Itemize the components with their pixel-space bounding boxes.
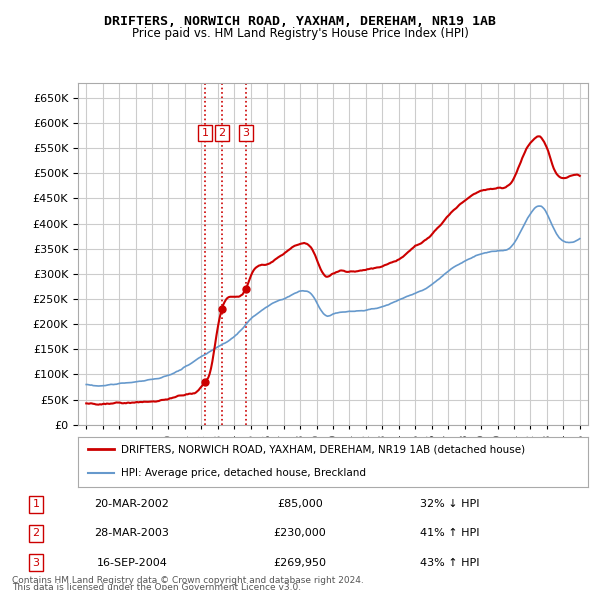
Text: Price paid vs. HM Land Registry's House Price Index (HPI): Price paid vs. HM Land Registry's House … xyxy=(131,27,469,40)
Text: Contains HM Land Registry data © Crown copyright and database right 2024.: Contains HM Land Registry data © Crown c… xyxy=(12,576,364,585)
Text: £230,000: £230,000 xyxy=(274,529,326,539)
Text: 2: 2 xyxy=(32,529,40,539)
Text: HPI: Average price, detached house, Breckland: HPI: Average price, detached house, Brec… xyxy=(121,468,367,478)
Text: 3: 3 xyxy=(32,558,40,568)
Text: 1: 1 xyxy=(32,499,40,509)
Text: DRIFTERS, NORWICH ROAD, YAXHAM, DEREHAM, NR19 1AB: DRIFTERS, NORWICH ROAD, YAXHAM, DEREHAM,… xyxy=(104,15,496,28)
Text: DRIFTERS, NORWICH ROAD, YAXHAM, DEREHAM, NR19 1AB (detached house): DRIFTERS, NORWICH ROAD, YAXHAM, DEREHAM,… xyxy=(121,444,526,454)
Text: 41% ↑ HPI: 41% ↑ HPI xyxy=(420,529,480,539)
Text: This data is licensed under the Open Government Licence v3.0.: This data is licensed under the Open Gov… xyxy=(12,583,301,590)
Text: 3: 3 xyxy=(242,128,250,138)
Text: 20-MAR-2002: 20-MAR-2002 xyxy=(95,499,169,509)
Text: £85,000: £85,000 xyxy=(277,499,323,509)
Text: 43% ↑ HPI: 43% ↑ HPI xyxy=(420,558,480,568)
Text: 28-MAR-2003: 28-MAR-2003 xyxy=(95,529,169,539)
Text: 16-SEP-2004: 16-SEP-2004 xyxy=(97,558,167,568)
Text: £269,950: £269,950 xyxy=(274,558,326,568)
Text: 1: 1 xyxy=(202,128,209,138)
Text: 32% ↓ HPI: 32% ↓ HPI xyxy=(420,499,480,509)
Text: 2: 2 xyxy=(218,128,226,138)
